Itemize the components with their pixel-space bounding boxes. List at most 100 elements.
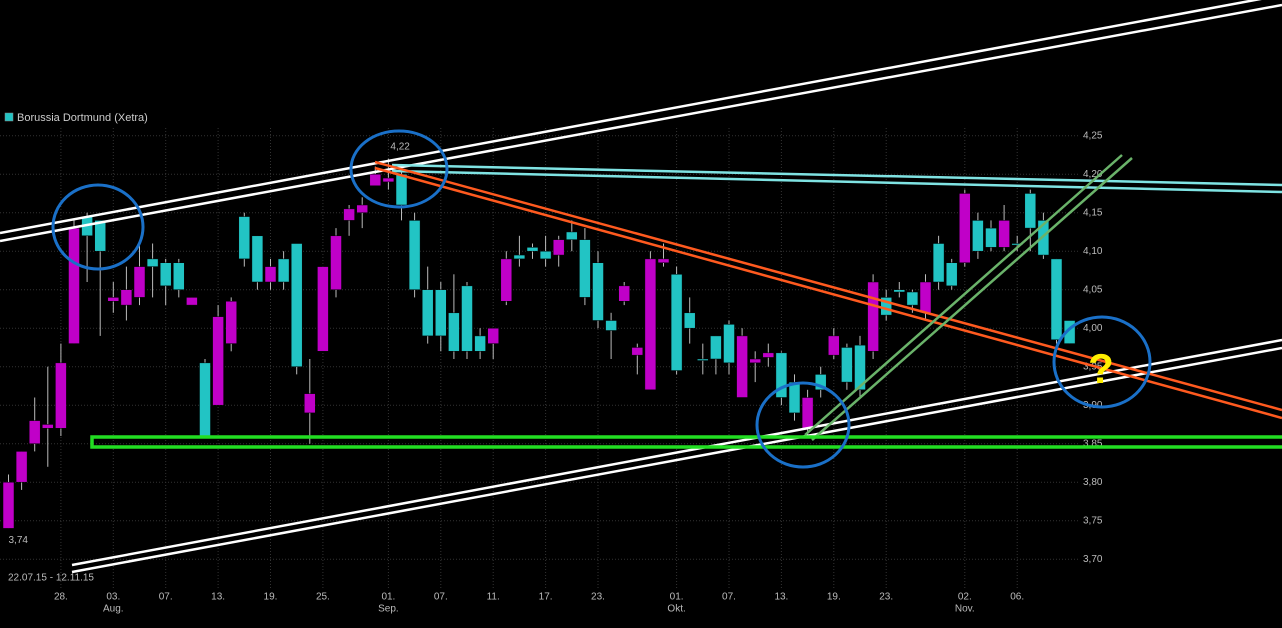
y-tick-label: 3,85 bbox=[1083, 438, 1103, 449]
candle-body bbox=[854, 344, 866, 391]
candle-body bbox=[683, 312, 696, 329]
candle-body bbox=[788, 381, 801, 414]
candle-body bbox=[513, 254, 526, 260]
candle-body bbox=[225, 301, 237, 344]
x-tick-label: 03. bbox=[106, 592, 120, 603]
candle-body bbox=[369, 173, 382, 186]
candle-body bbox=[277, 258, 290, 283]
candle-body bbox=[906, 291, 919, 306]
candle-body bbox=[775, 352, 788, 398]
candle-body bbox=[631, 347, 644, 356]
x-tick-label: 07. bbox=[722, 592, 736, 603]
candle-body bbox=[317, 266, 329, 352]
candle-body bbox=[526, 247, 539, 252]
y-tick-label: 4,10 bbox=[1083, 246, 1103, 257]
candle-body bbox=[893, 289, 906, 293]
high-label: 4,22 bbox=[390, 141, 410, 152]
candle-body bbox=[500, 258, 513, 302]
candle-body bbox=[566, 231, 578, 240]
candle-body bbox=[382, 177, 395, 183]
candle-body bbox=[487, 327, 499, 344]
x-tick-label: 13. bbox=[774, 592, 788, 603]
candle-body bbox=[801, 397, 814, 429]
candle-body bbox=[539, 250, 552, 260]
candle-body bbox=[15, 451, 28, 483]
x-tick-label: 28. bbox=[54, 592, 68, 603]
y-tick-label: 4,00 bbox=[1083, 323, 1103, 334]
candle-body bbox=[762, 352, 775, 358]
trend-line bbox=[804, 154, 1123, 436]
x-tick-label: 25. bbox=[316, 592, 330, 603]
x-tick-label: 01. bbox=[381, 592, 395, 603]
trend-line bbox=[0, 3, 1282, 243]
candle-body bbox=[28, 420, 41, 444]
y-tick-label: 3,80 bbox=[1083, 477, 1103, 488]
candle-body bbox=[919, 281, 932, 314]
y-tick-label: 3,75 bbox=[1083, 515, 1103, 526]
candle-body bbox=[670, 274, 683, 371]
legend-label: Borussia Dortmund (Xetra) bbox=[17, 112, 148, 124]
candle-body bbox=[304, 393, 316, 414]
candle-body bbox=[1024, 193, 1037, 229]
drawings: ? bbox=[0, 0, 1282, 574]
candle-body bbox=[212, 316, 224, 406]
candle-body bbox=[94, 220, 106, 252]
candle-body bbox=[972, 220, 984, 252]
candle-body bbox=[1050, 258, 1063, 340]
circle-marker bbox=[755, 381, 851, 469]
candle-body bbox=[461, 285, 473, 352]
candle-body bbox=[133, 266, 146, 298]
candle-body bbox=[290, 243, 303, 367]
x-tick-label: 19. bbox=[827, 592, 841, 603]
candle-body bbox=[159, 262, 172, 287]
candle-body bbox=[264, 266, 277, 283]
candle-body bbox=[435, 289, 447, 337]
date-range: 22.07.15 - 12.11.15 bbox=[8, 573, 94, 584]
candle-body bbox=[146, 258, 159, 267]
candle-body bbox=[697, 358, 709, 361]
x-tick-label: 13. bbox=[211, 592, 225, 603]
trend-line bbox=[374, 166, 1282, 420]
candle-body bbox=[186, 297, 198, 306]
x-month-label: Nov. bbox=[955, 604, 975, 615]
candle-body bbox=[749, 358, 761, 364]
candle-body bbox=[710, 335, 722, 360]
annotation: ? bbox=[1088, 345, 1114, 392]
candle-body bbox=[945, 262, 958, 287]
x-tick-label: 07. bbox=[159, 592, 173, 603]
x-tick-label: 23. bbox=[879, 592, 893, 603]
y-tick-label: 4,25 bbox=[1083, 130, 1103, 141]
candle-body bbox=[605, 320, 617, 331]
candle-body bbox=[120, 289, 133, 306]
candle-body bbox=[238, 216, 251, 260]
candle-body bbox=[723, 324, 735, 364]
candle-body bbox=[199, 362, 211, 437]
candle-body bbox=[579, 239, 591, 298]
candle-body bbox=[985, 227, 997, 248]
x-month-label: Aug. bbox=[103, 604, 124, 615]
y-tick-label: 4,20 bbox=[1083, 169, 1103, 180]
support-zone bbox=[90, 435, 1282, 449]
candles: 3,74 4,22 bbox=[2, 141, 1076, 546]
candle-body bbox=[814, 374, 827, 391]
x-tick-label: 11. bbox=[487, 592, 500, 603]
candle-body bbox=[251, 235, 264, 283]
candle-body bbox=[828, 335, 840, 356]
candle-body bbox=[618, 285, 630, 302]
candle-body bbox=[173, 262, 185, 290]
x-tick-label: 23. bbox=[591, 592, 605, 603]
candle-body bbox=[343, 208, 355, 221]
x-month-label: Okt. bbox=[667, 604, 685, 615]
candle-body bbox=[408, 220, 421, 290]
trend-line bbox=[71, 346, 1282, 574]
candle-body bbox=[998, 220, 1010, 248]
trend-line bbox=[391, 169, 1282, 194]
candle-body bbox=[395, 173, 408, 206]
y-tick-label: 3,70 bbox=[1083, 554, 1103, 565]
candle-body bbox=[448, 312, 460, 352]
candle-body bbox=[841, 347, 853, 383]
grid: 4,254,204,154,104,054,003,953,903,853,80… bbox=[0, 128, 1103, 615]
candle-body bbox=[552, 239, 565, 256]
